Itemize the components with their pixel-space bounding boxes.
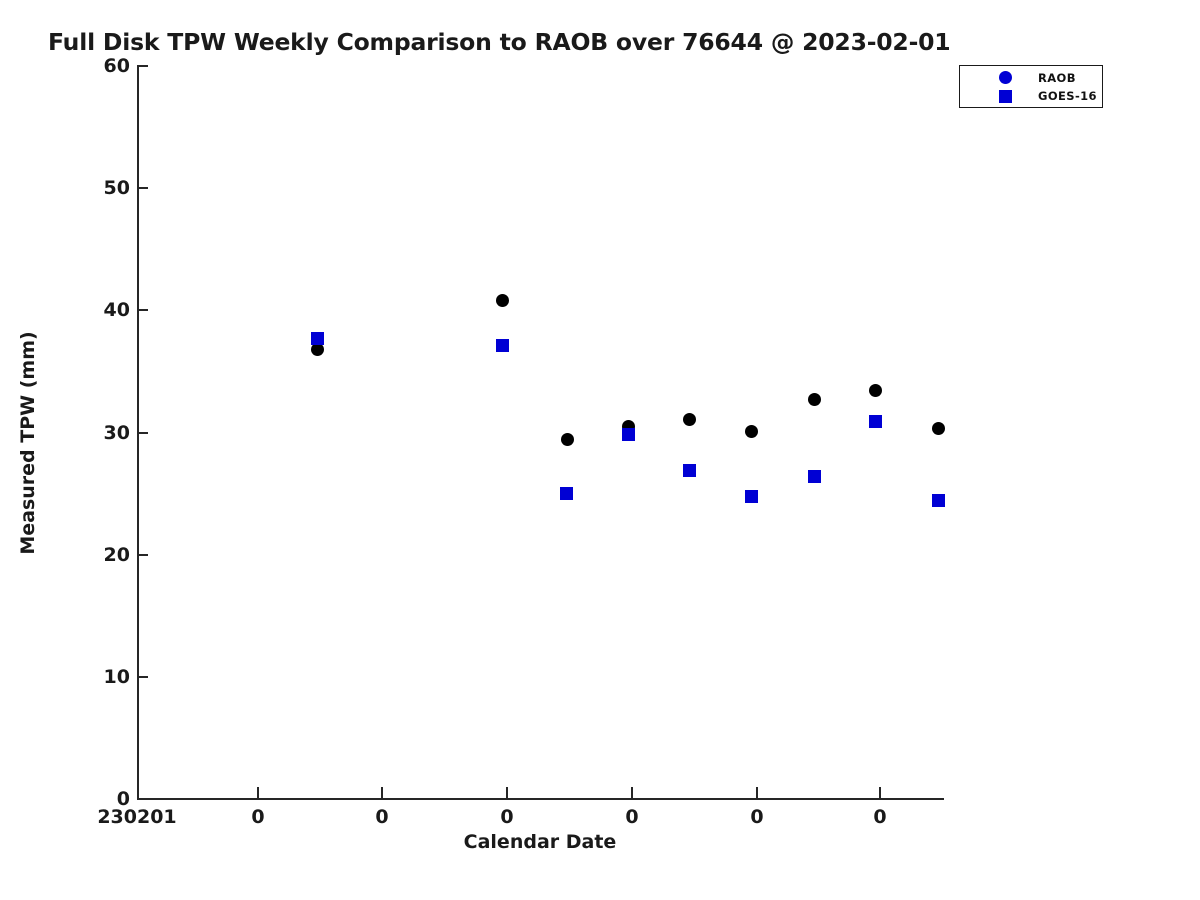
x-axis-label: Calendar Date bbox=[463, 831, 617, 853]
legend-label-goes16: GOES-16 bbox=[1038, 89, 1097, 103]
y-tick-mark bbox=[137, 65, 148, 67]
x-axis-line bbox=[137, 798, 944, 800]
legend-entry-raob: RAOB bbox=[960, 68, 1104, 89]
x-tick-mark bbox=[506, 787, 508, 799]
legend-label-raob: RAOB bbox=[1038, 71, 1076, 85]
x-tick-label: 0 bbox=[873, 806, 887, 828]
y-tick-label: 20 bbox=[103, 543, 130, 566]
y-tick-mark bbox=[137, 553, 148, 556]
chart-title: Full Disk TPW Weekly Comparison to RAOB … bbox=[48, 28, 951, 56]
x-tick-label: 230201 bbox=[97, 806, 177, 828]
x-tick-mark bbox=[879, 787, 881, 799]
y-tick-label: 0 bbox=[116, 788, 130, 810]
legend-entry-goes16: GOES-16 bbox=[960, 86, 1104, 107]
x-tick-label: 0 bbox=[500, 806, 514, 828]
x-tick-mark bbox=[381, 787, 383, 799]
x-tick-mark bbox=[631, 787, 633, 799]
goes16-marker-icon bbox=[999, 90, 1012, 103]
x-tick-label: 0 bbox=[625, 806, 639, 828]
x-tick-label: 0 bbox=[750, 806, 764, 828]
chart-legend: RAOB GOES-16 bbox=[959, 65, 1103, 108]
y-tick-mark bbox=[137, 798, 148, 800]
y-tick-mark bbox=[137, 309, 148, 312]
y-tick-label: 50 bbox=[103, 177, 130, 200]
raob-marker-icon bbox=[999, 71, 1012, 84]
y-tick-mark bbox=[137, 187, 148, 190]
x-tick-mark bbox=[257, 787, 259, 799]
x-tick-mark bbox=[756, 787, 758, 799]
y-tick-mark bbox=[137, 431, 148, 434]
x-tick-label: 0 bbox=[251, 806, 265, 828]
plot-area bbox=[137, 66, 943, 799]
y-tick-label: 60 bbox=[103, 55, 130, 77]
y-tick-label: 10 bbox=[103, 665, 130, 688]
y-tick-mark bbox=[137, 675, 148, 678]
y-tick-label: 30 bbox=[103, 421, 130, 444]
y-axis-label: Measured TPW (mm) bbox=[17, 331, 39, 555]
x-tick-label: 0 bbox=[375, 806, 389, 828]
y-tick-label: 40 bbox=[103, 299, 130, 322]
